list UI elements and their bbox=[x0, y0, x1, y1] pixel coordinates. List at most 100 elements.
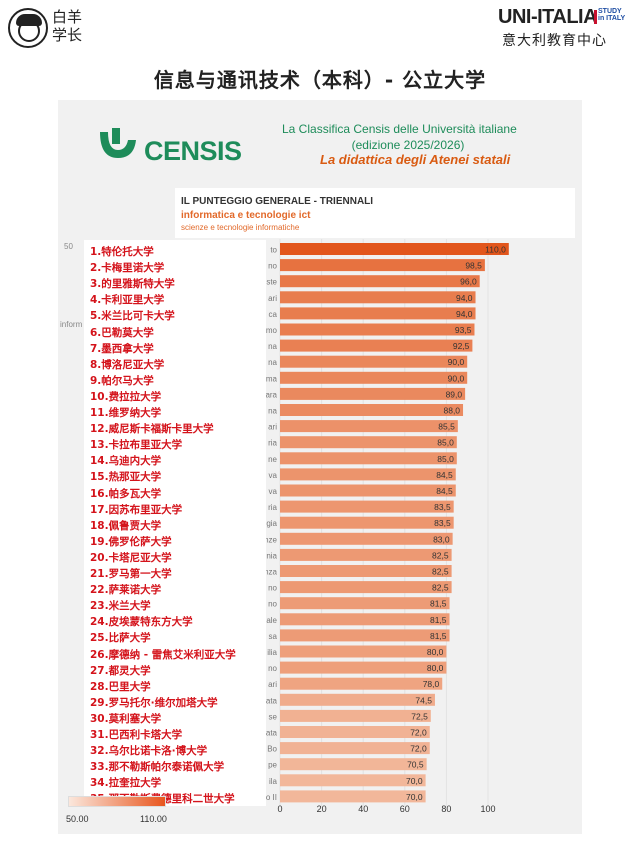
chart-subsubtitle: scienze e tecnologie informatiche bbox=[181, 223, 300, 232]
bar-value-label: 85,0 bbox=[437, 438, 454, 448]
category-label-fragment: va bbox=[269, 471, 278, 480]
edge-side-label: inform bbox=[60, 320, 83, 329]
category-label-fragment: ata bbox=[266, 696, 278, 705]
bar bbox=[280, 404, 464, 416]
university-list-item: 13.卡拉布里亚大学 bbox=[90, 439, 183, 452]
censis-mark-icon bbox=[100, 128, 136, 158]
university-list-item: 10.费拉拉大学 bbox=[90, 390, 162, 403]
bar-value-label: 96,0 bbox=[460, 277, 477, 287]
bar bbox=[280, 243, 509, 255]
legend-min-label: 50.00 bbox=[66, 814, 89, 824]
category-label-fragment: ale bbox=[266, 616, 277, 625]
category-label-fragment: ilia bbox=[267, 648, 277, 657]
censis-wordmark: CENSIS bbox=[144, 136, 242, 166]
bar-value-label: 83,5 bbox=[434, 518, 451, 528]
avatar-icon bbox=[8, 8, 48, 48]
category-label-fragment: nze bbox=[264, 535, 277, 544]
university-list-item: 1.特伦托大学 bbox=[90, 246, 154, 258]
bar bbox=[280, 597, 450, 610]
bar-value-label: 98,5 bbox=[465, 261, 482, 271]
x-tick-label: 20 bbox=[317, 804, 327, 814]
bar bbox=[280, 548, 452, 561]
university-list-item: 22.萨莱诺大学 bbox=[90, 584, 162, 597]
bar-value-label: 72,0 bbox=[410, 744, 427, 754]
university-list-item: 7.墨西拿大学 bbox=[90, 342, 154, 355]
category-label-fragment: ari bbox=[268, 423, 277, 432]
bar bbox=[280, 484, 456, 497]
university-list-item: 30.莫利塞大学 bbox=[90, 712, 162, 725]
university-list-item: 29.罗马托尔·维尔加塔大学 bbox=[90, 696, 218, 709]
brand-line-1: 白羊 bbox=[52, 8, 83, 26]
bar bbox=[280, 693, 435, 706]
university-list-item: 32.乌尔比诺卡洛·博大学 bbox=[90, 745, 208, 758]
in-italy-text: in ITALY bbox=[598, 15, 626, 22]
bar-value-label: 78,0 bbox=[423, 679, 440, 689]
university-list-item: 34.拉奎拉大学 bbox=[90, 777, 162, 790]
university-list-item: 31.巴西利卡塔大学 bbox=[90, 729, 183, 741]
bar-value-label: 82,5 bbox=[432, 583, 449, 593]
bar-value-label: 90,0 bbox=[448, 373, 465, 383]
study-text: STUDY bbox=[598, 8, 622, 15]
italy-flag-bar bbox=[594, 10, 597, 24]
brand-line-2: 学长 bbox=[52, 26, 83, 44]
category-label-fragment: pe bbox=[268, 761, 277, 770]
bar bbox=[280, 339, 473, 352]
university-list-item: 23.米兰大学 bbox=[90, 600, 151, 613]
x-tick-label: 60 bbox=[400, 804, 410, 814]
bar bbox=[280, 323, 475, 336]
bar bbox=[280, 371, 468, 384]
bar bbox=[280, 581, 452, 594]
bar-value-label: 89,0 bbox=[446, 389, 463, 399]
university-list-item: 26.摩德纳 - 雷焦艾米利亚大学 bbox=[90, 648, 236, 661]
university-list-item: 19.佛罗伦萨大学 bbox=[90, 535, 172, 548]
university-list-item: 27.都灵大学 bbox=[90, 664, 151, 677]
bar-value-label: 72,5 bbox=[411, 711, 428, 721]
chart-title: IL PUNTEGGIO GENERALE - TRIENNALI bbox=[181, 196, 374, 207]
category-label-fragment: ca bbox=[269, 310, 278, 319]
category-label-fragment: na bbox=[268, 342, 277, 351]
university-list-item: 16.帕多瓦大学 bbox=[90, 487, 162, 500]
category-label-fragment: no bbox=[268, 584, 277, 593]
bar-value-label: 85,0 bbox=[437, 454, 454, 464]
category-label-fragment: na bbox=[268, 407, 277, 416]
edge-number: 50 bbox=[64, 242, 73, 251]
bar bbox=[280, 387, 466, 400]
bar-value-label: 85,5 bbox=[438, 422, 455, 432]
bar-value-label: 94,0 bbox=[456, 309, 473, 319]
x-tick-label: 40 bbox=[358, 804, 368, 814]
category-label-fragment: ari bbox=[268, 680, 277, 689]
university-list-item: 5.米兰比可卡大学 bbox=[90, 310, 175, 323]
bar bbox=[280, 420, 458, 433]
bar bbox=[280, 613, 450, 626]
category-label-fragment: mo bbox=[266, 326, 278, 335]
uni-italia-wordmark: UNI-ITALIA bbox=[498, 6, 598, 28]
category-label-fragment: no bbox=[268, 262, 277, 271]
category-label-fragment: se bbox=[269, 712, 278, 721]
bar bbox=[280, 307, 476, 320]
bar-value-label: 84,5 bbox=[436, 470, 453, 480]
bar bbox=[280, 259, 485, 272]
bar-value-label: 94,0 bbox=[456, 293, 473, 303]
bar bbox=[280, 645, 447, 658]
category-label-fragment: ila bbox=[269, 777, 278, 786]
page-header: 白羊 学长 UNI-ITALIA STUDY in ITALY 意大利教育中心 bbox=[0, 0, 640, 60]
category-label-fragment: ma bbox=[266, 374, 278, 383]
category-label-fragment: ria bbox=[268, 439, 277, 448]
bar-value-label: 88,0 bbox=[443, 406, 460, 416]
category-label-fragment: ste bbox=[266, 278, 277, 287]
color-scale-legend bbox=[68, 796, 166, 807]
uni-italia-study-tag: STUDY in ITALY bbox=[598, 8, 625, 22]
university-list-item: 2.卡梅里诺大学 bbox=[90, 262, 165, 275]
bar-value-label: 80,0 bbox=[427, 663, 444, 673]
censis-heading-2: (edizione 2025/2026) bbox=[351, 138, 465, 152]
chart-subtitle: informatica e tecnologie ict bbox=[181, 210, 311, 221]
bar-value-label: 84,5 bbox=[436, 486, 453, 496]
bar-value-label: 82,5 bbox=[432, 567, 449, 577]
bar bbox=[280, 516, 454, 529]
bar-value-label: 83,0 bbox=[433, 534, 450, 544]
bar bbox=[280, 774, 426, 787]
category-label-fragment: lo II bbox=[264, 793, 277, 802]
category-label-fragment: to bbox=[270, 246, 277, 255]
bar bbox=[280, 275, 480, 288]
